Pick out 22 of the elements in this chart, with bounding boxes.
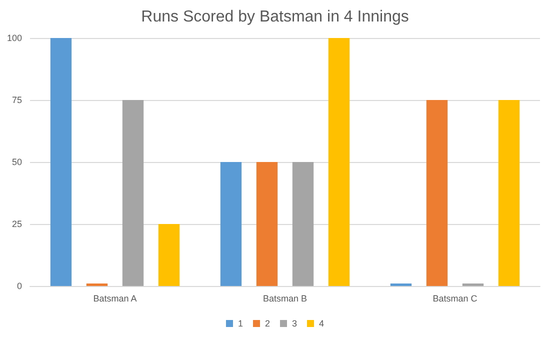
legend-label: 2 — [264, 318, 270, 328]
y-tick-label: 100 — [6, 33, 22, 43]
x-tick-label: Batsman A — [93, 294, 137, 304]
legend-label: 4 — [319, 318, 324, 328]
bar — [498, 100, 520, 286]
chart-title: Runs Scored by Batsman in 4 Innings — [141, 8, 409, 26]
bar — [158, 224, 180, 286]
y-tick-label: 50 — [12, 157, 22, 167]
bar — [122, 100, 144, 286]
bar — [256, 162, 278, 286]
legend-label: 1 — [238, 318, 244, 328]
bar — [328, 38, 350, 286]
y-tick-label: 25 — [12, 219, 22, 229]
bar — [426, 100, 448, 286]
y-tick-label: 0 — [16, 281, 22, 291]
bar — [292, 162, 314, 286]
legend-label: 3 — [292, 318, 298, 328]
y-tick-label: 75 — [12, 95, 22, 105]
bar — [50, 38, 72, 286]
x-tick-label: Batsman C — [432, 294, 478, 304]
x-tick-label: Batsman B — [262, 294, 308, 304]
bar — [220, 162, 242, 286]
